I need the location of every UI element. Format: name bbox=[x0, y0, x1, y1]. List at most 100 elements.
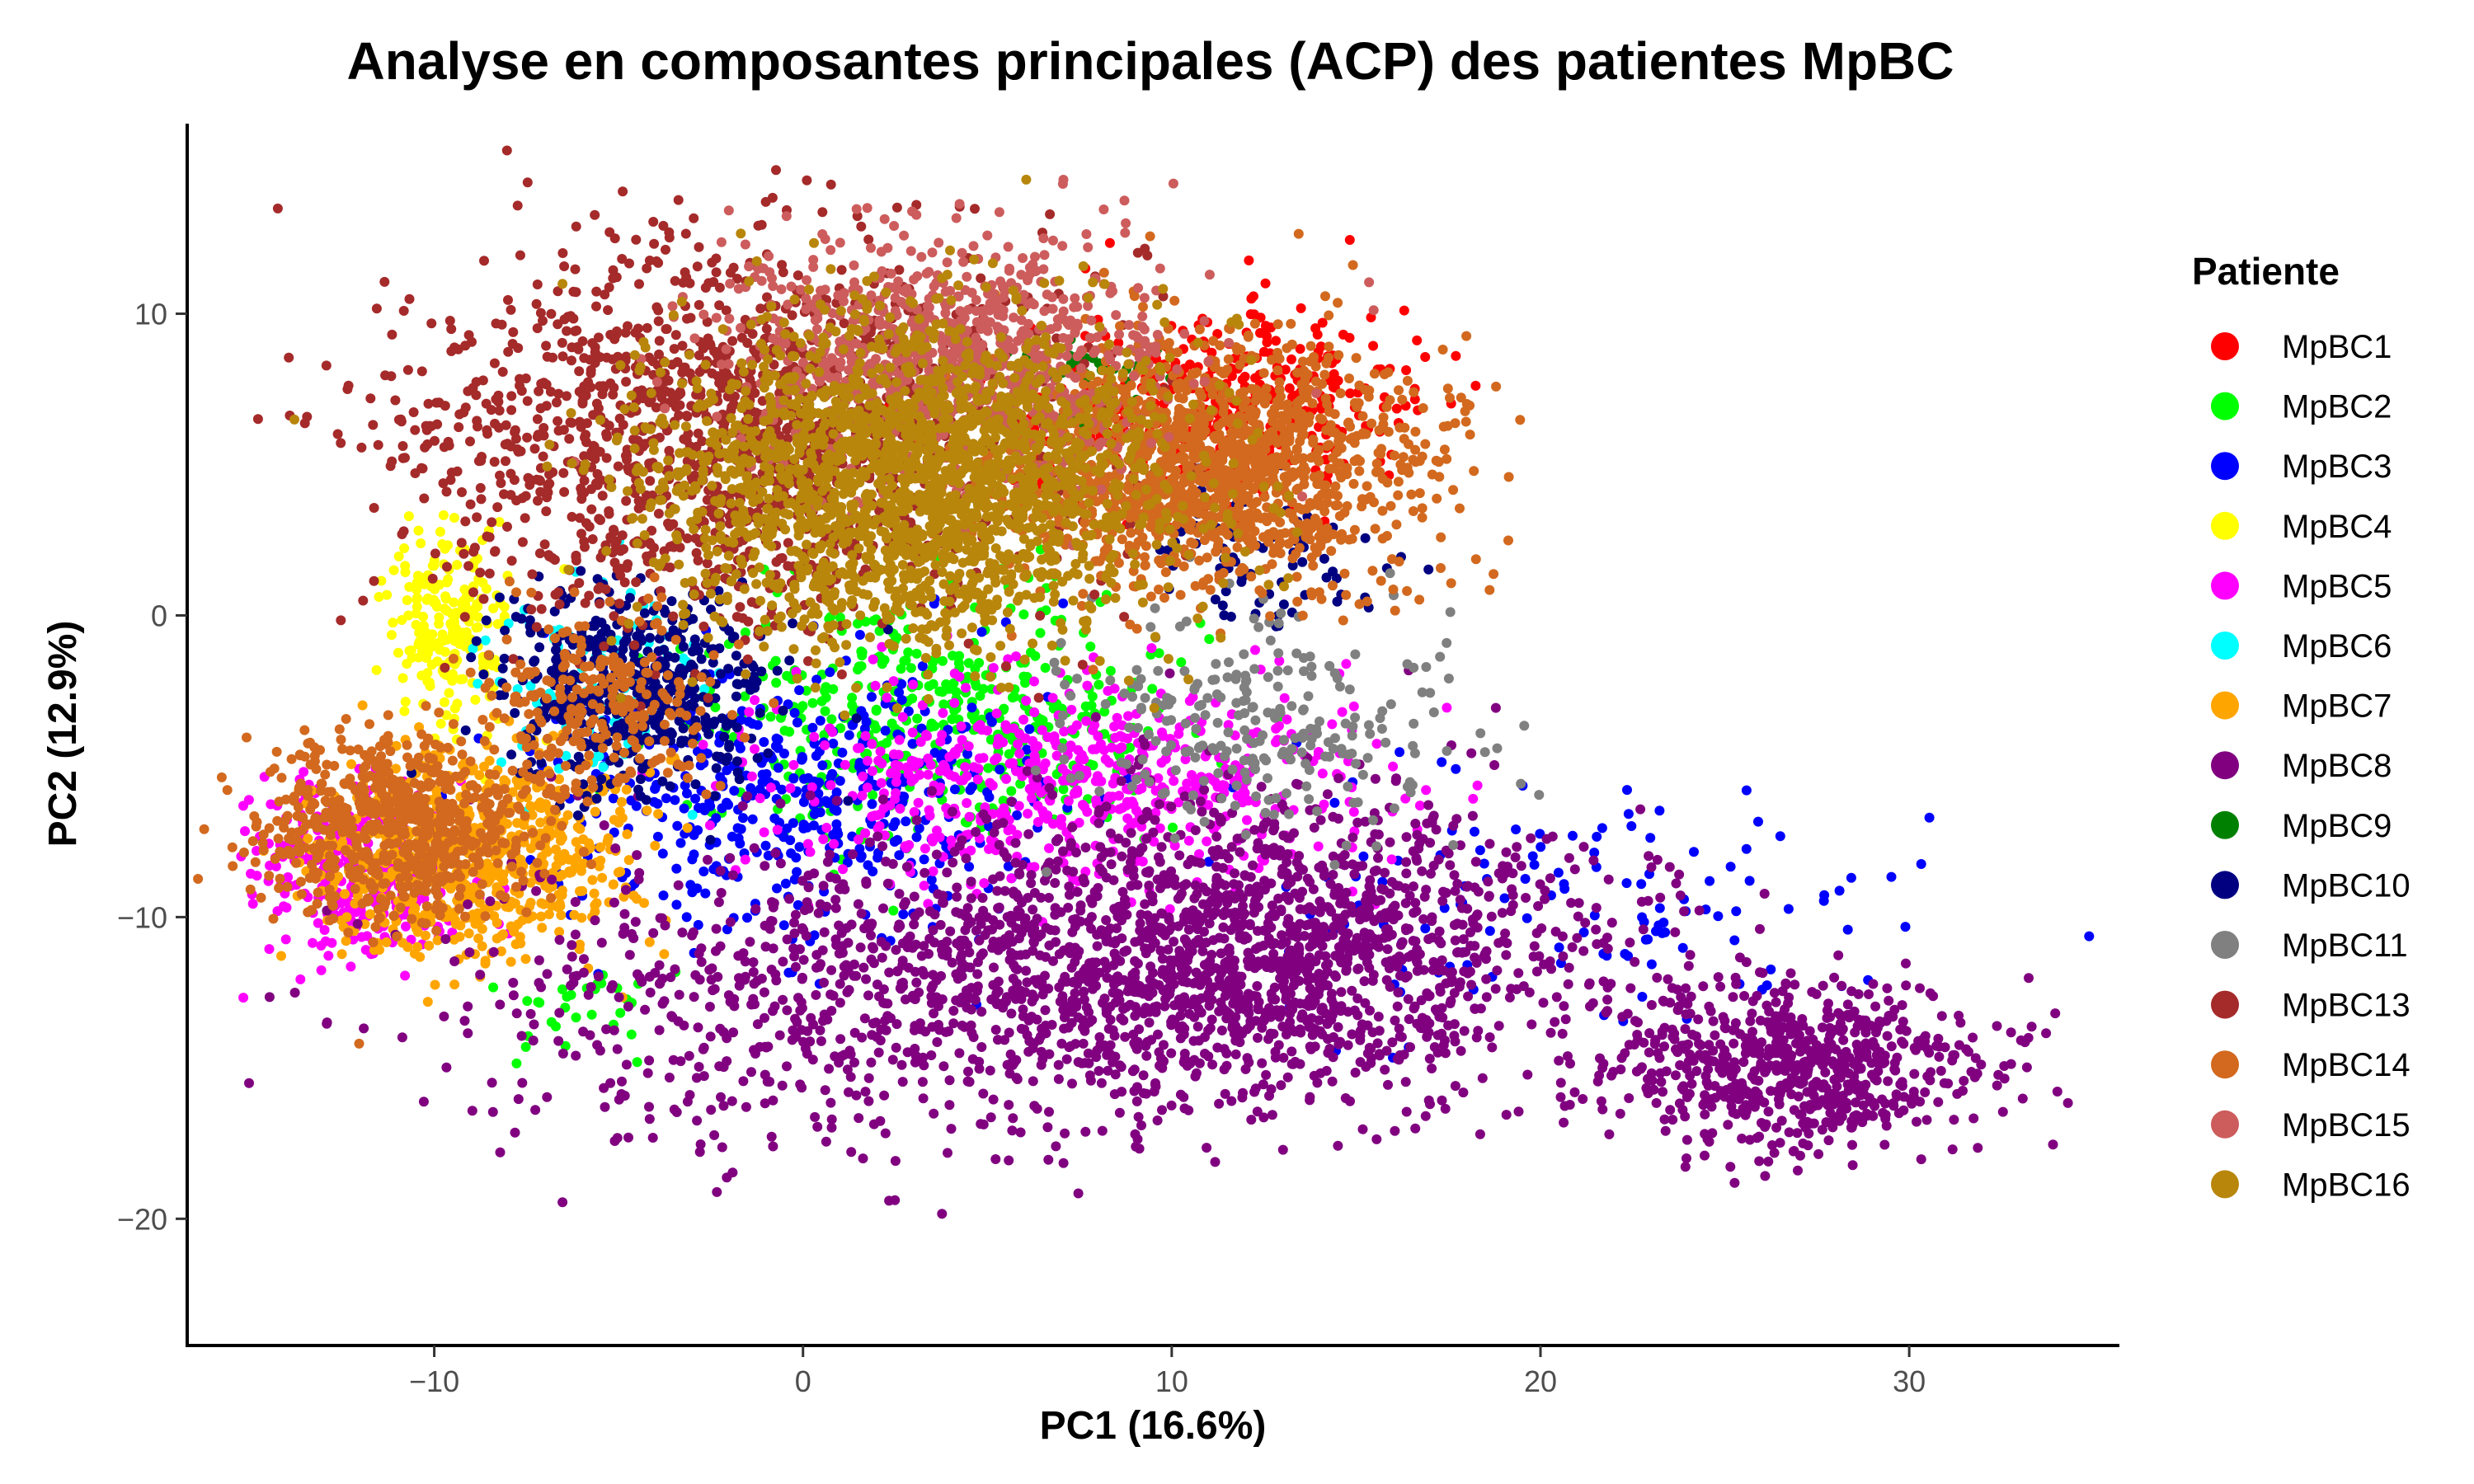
data-point bbox=[1263, 933, 1274, 944]
data-point bbox=[938, 655, 948, 666]
data-point bbox=[974, 658, 985, 668]
data-point bbox=[584, 838, 594, 848]
data-point bbox=[1468, 793, 1479, 804]
data-point bbox=[898, 909, 909, 919]
data-point bbox=[871, 706, 882, 716]
data-point bbox=[1176, 657, 1187, 668]
data-point bbox=[1437, 955, 1447, 965]
data-point bbox=[1621, 878, 1632, 889]
data-point bbox=[557, 890, 567, 900]
data-point bbox=[652, 831, 663, 842]
data-point bbox=[1674, 869, 1685, 880]
data-point bbox=[1166, 801, 1177, 812]
data-point bbox=[658, 890, 669, 901]
data-point bbox=[2050, 1008, 2061, 1019]
data-point bbox=[780, 878, 791, 889]
data-point bbox=[1349, 869, 1360, 880]
data-point bbox=[1211, 831, 1222, 842]
data-point bbox=[1459, 1026, 1470, 1036]
data-point bbox=[1449, 988, 1460, 998]
data-point bbox=[1364, 963, 1375, 973]
data-point bbox=[393, 551, 404, 561]
data-point bbox=[449, 979, 460, 990]
data-point bbox=[362, 931, 373, 942]
data-point bbox=[639, 898, 649, 909]
data-point bbox=[480, 958, 491, 969]
data-point bbox=[855, 852, 866, 863]
data-point bbox=[422, 997, 433, 1007]
data-point bbox=[1051, 864, 1061, 875]
data-point bbox=[1035, 627, 1046, 638]
data-point bbox=[860, 828, 871, 838]
data-point bbox=[1260, 321, 1271, 331]
data-point bbox=[888, 821, 899, 832]
data-point bbox=[419, 579, 430, 589]
data-point bbox=[1250, 1083, 1261, 1094]
data-point bbox=[1818, 895, 1829, 906]
data-point bbox=[917, 700, 928, 711]
data-point bbox=[402, 942, 413, 952]
data-point bbox=[919, 881, 929, 891]
data-point bbox=[901, 816, 911, 827]
data-point bbox=[537, 923, 548, 933]
data-point bbox=[1202, 836, 1212, 847]
data-point bbox=[659, 949, 670, 960]
data-point bbox=[1589, 910, 1600, 921]
data-point bbox=[1589, 848, 1600, 858]
data-point bbox=[1526, 1019, 1537, 1030]
data-point bbox=[1006, 1008, 1017, 1019]
data-point bbox=[1090, 776, 1101, 787]
data-point bbox=[1087, 898, 1098, 909]
data-point bbox=[983, 763, 994, 773]
data-point bbox=[891, 788, 901, 798]
data-point bbox=[1206, 347, 1217, 358]
data-point bbox=[1230, 1049, 1241, 1059]
data-point bbox=[1357, 1124, 1368, 1134]
data-point bbox=[1449, 1031, 1460, 1041]
data-point bbox=[1785, 968, 1796, 979]
data-point bbox=[801, 685, 811, 696]
data-point bbox=[1204, 634, 1215, 645]
data-point bbox=[1284, 832, 1295, 843]
data-point bbox=[1529, 941, 1540, 951]
data-point bbox=[1588, 855, 1599, 866]
data-point bbox=[868, 790, 878, 801]
data-point bbox=[1291, 966, 1301, 977]
data-point bbox=[1000, 809, 1010, 819]
data-point bbox=[827, 768, 838, 779]
data-point bbox=[1418, 913, 1429, 924]
data-point bbox=[1214, 1098, 1225, 1109]
data-point bbox=[1394, 1054, 1404, 1065]
data-point bbox=[316, 965, 327, 975]
data-point bbox=[1569, 1087, 1580, 1097]
data-point bbox=[560, 1040, 571, 1051]
data-point bbox=[299, 767, 309, 777]
data-point bbox=[831, 805, 842, 816]
data-point bbox=[878, 903, 888, 913]
data-point bbox=[1113, 337, 1124, 348]
data-point bbox=[1564, 962, 1574, 973]
data-point bbox=[1738, 1057, 1749, 1068]
data-point bbox=[551, 1021, 561, 1031]
data-point bbox=[442, 606, 453, 616]
data-point bbox=[1085, 641, 1096, 652]
data-point bbox=[1402, 970, 1413, 981]
data-point bbox=[1235, 907, 1245, 918]
data-point bbox=[411, 608, 421, 619]
data-point bbox=[543, 883, 554, 894]
data-point bbox=[1401, 365, 1412, 375]
data-point bbox=[1280, 364, 1291, 375]
data-point bbox=[566, 989, 576, 1000]
data-point bbox=[1455, 895, 1465, 905]
data-point bbox=[1653, 920, 1664, 931]
data-point bbox=[1353, 963, 1364, 974]
data-point bbox=[1117, 742, 1127, 753]
data-point bbox=[1640, 934, 1651, 945]
data-point bbox=[1315, 815, 1326, 825]
data-point bbox=[894, 735, 905, 745]
data-point bbox=[746, 771, 757, 782]
data-point bbox=[998, 796, 1009, 806]
data-point bbox=[480, 635, 491, 646]
data-point bbox=[1207, 846, 1218, 857]
data-point bbox=[1008, 758, 1018, 768]
